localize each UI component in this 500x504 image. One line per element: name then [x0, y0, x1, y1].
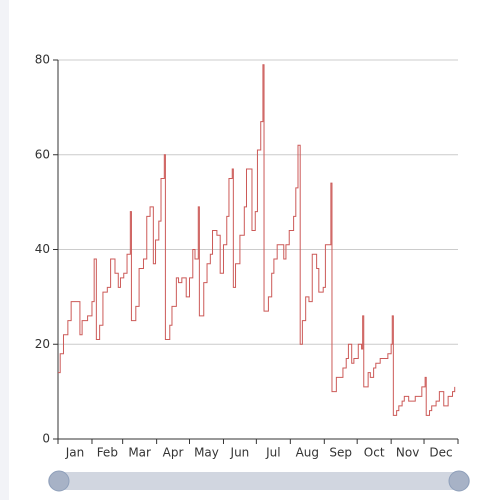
x-tick-label: Feb: [97, 446, 118, 460]
x-tick-label: Apr: [163, 446, 184, 460]
slider-track[interactable]: [48, 472, 470, 490]
x-tick-label: Oct: [364, 446, 385, 460]
y-tick-label: 20: [35, 337, 50, 351]
y-tick-label: 80: [35, 53, 50, 67]
slider-handle-right[interactable]: [448, 470, 470, 492]
data-zoom-slider[interactable]: [48, 470, 470, 492]
x-tick-label: Jul: [265, 446, 280, 460]
y-tick-label: 40: [35, 242, 50, 256]
x-tick-label: Jan: [65, 446, 85, 460]
slider-handle-left[interactable]: [48, 470, 70, 492]
data-line: [58, 64, 456, 416]
x-tick-label: Nov: [396, 446, 419, 460]
y-tick-label: 60: [35, 147, 50, 161]
side-panel: [0, 0, 9, 500]
x-tick-label: Dec: [429, 446, 452, 460]
y-tick-label: 0: [42, 432, 50, 446]
x-tick-label: May: [194, 446, 219, 460]
x-tick-label: Jun: [230, 446, 250, 460]
x-tick-label: Aug: [296, 446, 319, 460]
x-tick-label: Mar: [128, 446, 151, 460]
x-tick-label: Sep: [329, 446, 352, 460]
